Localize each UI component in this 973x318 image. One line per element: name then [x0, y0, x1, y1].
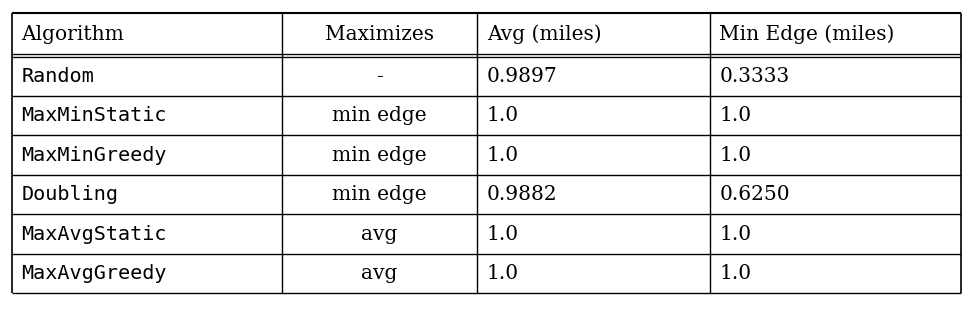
Text: min edge: min edge: [333, 185, 427, 204]
Text: Avg (miles): Avg (miles): [486, 25, 601, 45]
Text: MaxMinStatic: MaxMinStatic: [21, 106, 167, 125]
Text: Maximizes: Maximizes: [325, 25, 434, 44]
Text: 0.6250: 0.6250: [719, 185, 790, 204]
Text: 1.0: 1.0: [719, 225, 751, 244]
Text: min edge: min edge: [333, 146, 427, 165]
Text: 1.0: 1.0: [486, 106, 519, 125]
Text: 1.0: 1.0: [719, 264, 751, 283]
Text: min edge: min edge: [333, 106, 427, 125]
Text: 1.0: 1.0: [486, 264, 519, 283]
Text: MaxMinGreedy: MaxMinGreedy: [21, 146, 167, 165]
Text: Doubling: Doubling: [21, 185, 119, 204]
Text: MaxAvgGreedy: MaxAvgGreedy: [21, 264, 167, 283]
Text: 1.0: 1.0: [719, 106, 751, 125]
Text: Random: Random: [21, 67, 94, 86]
Text: avg: avg: [362, 264, 398, 283]
Text: 1.0: 1.0: [486, 146, 519, 165]
Text: 1.0: 1.0: [719, 146, 751, 165]
Text: 0.9882: 0.9882: [486, 185, 558, 204]
Text: avg: avg: [362, 225, 398, 244]
Text: 0.3333: 0.3333: [719, 67, 790, 86]
Text: Algorithm: Algorithm: [21, 25, 125, 44]
Text: 1.0: 1.0: [486, 225, 519, 244]
Text: 0.9897: 0.9897: [486, 67, 558, 86]
Text: Min Edge (miles): Min Edge (miles): [719, 25, 895, 45]
Text: -: -: [377, 67, 383, 86]
Text: MaxAvgStatic: MaxAvgStatic: [21, 225, 167, 244]
